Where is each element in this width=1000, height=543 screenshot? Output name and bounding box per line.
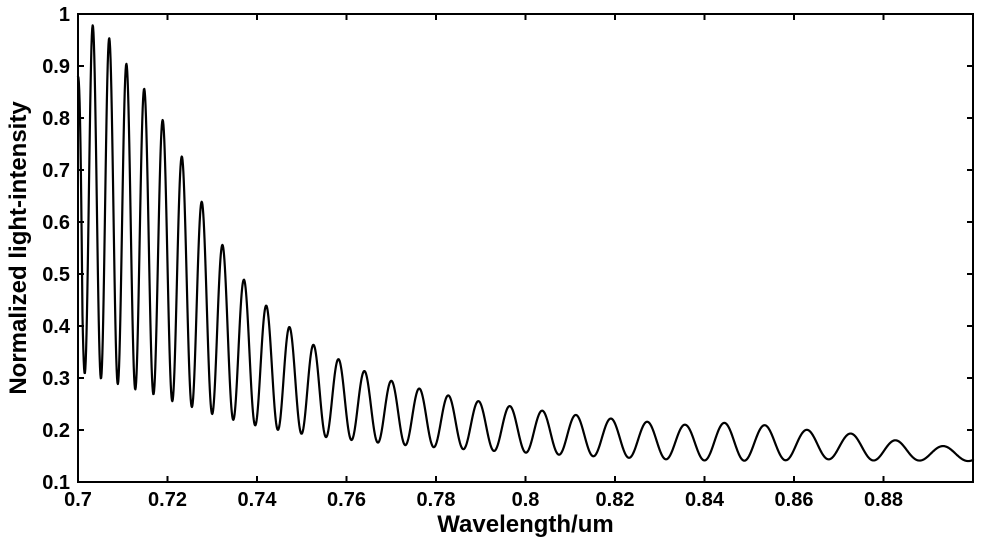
y-tick-label: 0.2 [42, 420, 70, 442]
y-axis-label: Normalized light-intensity [5, 101, 32, 395]
y-tick-label: 0.7 [42, 160, 70, 182]
x-tick-label: 0.88 [864, 489, 903, 511]
x-tick-label: 0.78 [417, 489, 456, 511]
y-tick-label: 1 [59, 4, 70, 26]
x-tick-label: 0.82 [596, 489, 635, 511]
y-tick-label: 0.4 [42, 316, 71, 338]
x-tick-label: 0.86 [775, 489, 814, 511]
y-tick-label: 0.9 [42, 56, 70, 78]
x-tick-label: 0.76 [327, 489, 366, 511]
x-tick-label: 0.72 [148, 489, 187, 511]
y-tick-label: 0.1 [42, 472, 70, 494]
x-tick-label: 0.8 [512, 489, 540, 511]
y-tick-label: 0.6 [42, 212, 70, 234]
x-tick-label: 0.84 [685, 489, 725, 511]
y-tick-label: 0.5 [42, 264, 70, 286]
chart-svg: 0.7 0.72 0.74 0.76 0.78 0.8 0.82 0.84 0.86 0.88 0.… [0, 0, 1000, 543]
y-tick-label: 0.3 [42, 368, 70, 390]
x-tick-label: 0.74 [238, 489, 278, 511]
x-axis-label: Wavelength/um [437, 511, 613, 538]
y-tick-label: 0.8 [42, 108, 70, 130]
spectrum-chart: 0.7 0.72 0.74 0.76 0.78 0.8 0.82 0.84 0.86 0.88 0.… [0, 0, 1000, 543]
